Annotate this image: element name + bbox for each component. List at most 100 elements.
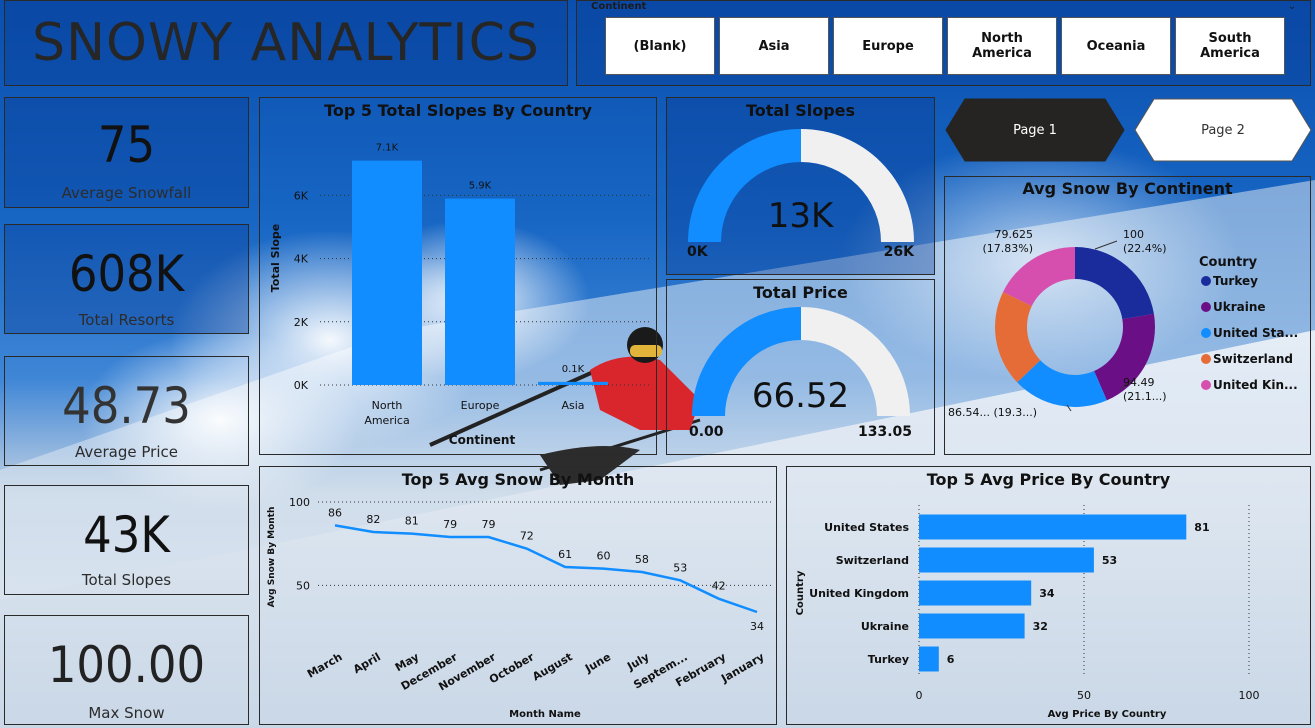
data-label: 81 xyxy=(405,515,419,528)
kpi-card-max-snow: 100.00 Max Snow xyxy=(4,615,249,725)
gauge-min: 0.00 xyxy=(689,424,724,440)
y-tick-label: 2K xyxy=(294,316,309,329)
chart-title: Total Slopes xyxy=(745,101,856,120)
y-axis-title: Avg Snow By Month xyxy=(267,507,277,608)
slice-pct: (17.83%) xyxy=(982,242,1033,255)
gauge-max: 133.05 xyxy=(857,424,912,440)
slicer-option-asia[interactable]: Asia xyxy=(719,17,829,75)
label-leader xyxy=(1066,404,1072,412)
chart-title: Top 5 Avg Price By Country xyxy=(926,470,1171,489)
donut-slice xyxy=(1003,247,1075,307)
kpi-card-average-price: 48.73 Average Price xyxy=(4,356,249,466)
legend-marker xyxy=(1201,328,1211,338)
data-label: 60 xyxy=(597,550,611,563)
slicer-option-oceania[interactable]: Oceania xyxy=(1061,17,1171,75)
kpi-label: Average Price xyxy=(75,443,178,461)
page-2-label[interactable]: Page 2 xyxy=(1201,122,1245,138)
slicer-chevron-icon[interactable]: ⌄ xyxy=(1287,1,1296,12)
label-leader xyxy=(1094,240,1118,250)
x-tick-label: Asia xyxy=(561,399,584,412)
legend-label: Turkey xyxy=(1213,274,1258,288)
y-tick-label: 4K xyxy=(294,253,309,266)
y-tick-label: United Kingdom xyxy=(809,587,909,600)
x-tick-label: Europe xyxy=(461,399,500,412)
slice-pct: (21.1...) xyxy=(1123,390,1167,403)
slice-pct: (22.4%) xyxy=(1123,242,1167,255)
data-label: 81 xyxy=(1194,521,1209,534)
legend-label: United Kin... xyxy=(1213,378,1298,392)
kpi-card-average-snowfall: 75 Average Snowfall xyxy=(4,97,249,208)
slice-label: 86.54... (19.3...) xyxy=(948,406,1037,419)
y-tick-label: 100 xyxy=(289,496,310,509)
kpi-card-total-slopes: 43K Total Slopes xyxy=(4,485,249,595)
gauge-svg xyxy=(692,307,910,416)
kpi-value: 75 xyxy=(97,116,156,174)
x-tick-label: North xyxy=(372,399,403,412)
skier-figure xyxy=(429,327,701,485)
x-tick-label: 100 xyxy=(1239,689,1260,702)
slopes-by-country-chart: Top 5 Total Slopes By Country 0K 2K 4K 6K 7.… xyxy=(259,97,657,455)
data-label: 79 xyxy=(443,518,457,531)
y-axis-title: Total Slope xyxy=(269,224,282,292)
data-label: 61 xyxy=(558,548,572,561)
kpi-label: Average Snowfall xyxy=(61,184,192,202)
gauge-track xyxy=(801,307,910,416)
kpi-value: 43K xyxy=(83,506,170,564)
donut-slice xyxy=(1094,313,1155,401)
chart-title: Top 5 Total Slopes By Country xyxy=(324,101,592,120)
bar xyxy=(919,580,1032,606)
y-tick-label: Ukraine xyxy=(861,620,909,633)
y-axis-title: Country xyxy=(795,570,806,615)
x-axis-title: Avg Price By Country xyxy=(1048,709,1167,720)
slicer-option-label: North America xyxy=(972,31,1032,61)
legend-label: Switzerland xyxy=(1213,352,1293,366)
legend-title: Country xyxy=(1199,255,1258,270)
gauge-value: 13K xyxy=(767,196,834,236)
x-tick-label: October xyxy=(487,650,537,686)
legend-label: Ukraine xyxy=(1213,300,1266,314)
data-label: 34 xyxy=(1039,587,1055,600)
slicer-option-europe[interactable]: Europe xyxy=(833,17,943,75)
x-tick-label: June xyxy=(582,650,613,675)
y-tick-label: 50 xyxy=(296,579,310,592)
legend-marker xyxy=(1201,276,1211,286)
slice-label: 94.49 xyxy=(1123,376,1155,389)
data-label: 5.9K xyxy=(469,181,492,192)
slicer-option-south-america[interactable]: South America xyxy=(1175,17,1285,75)
page-1-label[interactable]: Page 1 xyxy=(1013,122,1057,138)
data-label: 32 xyxy=(1033,620,1048,633)
slicer-option-blank[interactable]: (Blank) xyxy=(605,17,715,75)
legend-label: United Sta... xyxy=(1213,326,1298,340)
page-title: SNOWY ANALYTICS xyxy=(32,13,540,73)
legend-marker xyxy=(1201,354,1211,364)
bar xyxy=(919,547,1094,573)
data-label: 58 xyxy=(635,553,649,566)
gauge-svg xyxy=(688,129,914,242)
avg-snow-by-continent-chart: Avg Snow By Continent 100 (22.4%) 94.49 (21… xyxy=(944,176,1311,455)
kpi-value: 608K xyxy=(68,245,185,303)
gauge-value: 66.52 xyxy=(751,376,850,416)
slicer-option-north-america[interactable]: North America xyxy=(947,17,1057,75)
avg-snow-by-month-chart: Top 5 Avg Snow By Month 50 100 86 March 82 Ap… xyxy=(259,466,777,725)
donut-slice xyxy=(1075,247,1154,320)
page-2-button[interactable] xyxy=(1134,98,1312,162)
x-tick-label: America xyxy=(364,414,409,427)
data-label: 82 xyxy=(366,513,380,526)
hbar-svg: 0 50 100 United States 81 Switzerland 53 United… xyxy=(795,505,1260,720)
donut-svg: 100(22.4%) 94.49(21.1...) 86.54... (19.3..… xyxy=(948,228,1298,419)
y-tick-label: 0K xyxy=(294,379,309,392)
slopes-bar-svg: 0K 2K 4K 6K 7.1K North America 5.9K Europe 0.1K As… xyxy=(269,143,650,447)
chart-title: Avg Snow By Continent xyxy=(1022,179,1233,198)
data-label: 6 xyxy=(947,653,955,666)
x-tick-label: January xyxy=(718,650,766,685)
gauge-min: 0K xyxy=(687,244,708,260)
bar xyxy=(919,514,1187,540)
y-tick-label: Switzerland xyxy=(836,554,909,567)
bar xyxy=(538,381,608,385)
page-1-button[interactable] xyxy=(945,98,1125,162)
x-tick-label: April xyxy=(351,650,383,676)
kpi-label: Max Snow xyxy=(88,704,165,722)
kpi-card-total-resorts: 608K Total Resorts xyxy=(4,224,249,334)
header-title-panel: SNOWY ANALYTICS xyxy=(4,0,568,86)
data-label: 7.1K xyxy=(376,143,399,154)
